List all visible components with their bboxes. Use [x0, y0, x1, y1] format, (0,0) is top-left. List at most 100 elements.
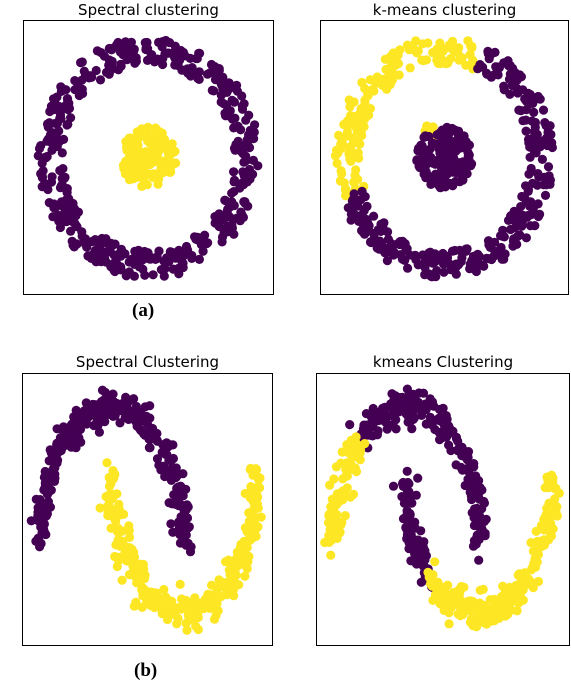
- data-point: [126, 395, 136, 405]
- data-point: [469, 462, 479, 472]
- data-point: [451, 176, 461, 187]
- data-point: [128, 165, 138, 175]
- data-point: [545, 121, 555, 131]
- data-point: [430, 590, 440, 600]
- data-point: [141, 147, 151, 157]
- data-point: [397, 492, 407, 502]
- data-point: [332, 158, 342, 168]
- data-point: [491, 62, 501, 72]
- data-point: [533, 576, 544, 587]
- data-point: [210, 218, 220, 228]
- data-point: [544, 171, 554, 181]
- data-point: [474, 555, 484, 565]
- data-point: [514, 105, 524, 115]
- data-point: [255, 473, 265, 483]
- data-point: [435, 38, 445, 48]
- data-point: [114, 508, 124, 519]
- data-point: [518, 215, 528, 225]
- data-point: [545, 179, 555, 189]
- data-point: [157, 134, 167, 144]
- data-point: [116, 59, 126, 69]
- data-point: [136, 409, 146, 419]
- data-point: [63, 213, 73, 223]
- data-point: [407, 398, 417, 408]
- data-point: [479, 498, 489, 508]
- data-point: [473, 64, 483, 74]
- scatter-panel-2: [320, 20, 569, 295]
- data-point: [170, 499, 180, 509]
- data-point: [111, 516, 121, 526]
- data-point: [347, 196, 357, 206]
- data-point: [120, 249, 130, 259]
- data-point: [210, 75, 221, 85]
- data-point: [428, 48, 438, 58]
- data-point: [479, 601, 489, 611]
- data-point: [124, 175, 135, 185]
- data-point: [360, 83, 370, 94]
- data-point: [355, 455, 365, 465]
- data-point: [168, 527, 178, 537]
- data-point: [142, 132, 152, 142]
- data-point: [383, 234, 393, 244]
- data-point: [499, 232, 509, 242]
- data-point: [457, 253, 467, 263]
- data-point: [138, 574, 148, 584]
- data-point: [148, 270, 158, 280]
- data-point: [454, 126, 464, 136]
- data-point: [345, 492, 355, 502]
- data-point: [145, 443, 155, 453]
- data-point: [448, 426, 458, 436]
- data-point: [351, 122, 361, 132]
- data-point: [136, 426, 146, 436]
- data-point: [551, 501, 561, 511]
- data-point: [77, 227, 87, 237]
- data-point: [209, 86, 219, 96]
- data-point: [429, 401, 439, 411]
- data-point: [420, 270, 430, 280]
- data-point: [46, 177, 57, 187]
- data-point: [503, 594, 513, 604]
- data-point: [137, 124, 147, 134]
- data-point: [117, 575, 127, 585]
- data-point: [542, 140, 552, 151]
- data-point: [95, 503, 105, 513]
- data-point: [58, 164, 68, 174]
- data-point: [540, 190, 551, 200]
- data-point: [77, 57, 87, 67]
- data-point: [425, 394, 435, 404]
- panel-title-kmeans-circles: k-means clustering: [372, 1, 517, 19]
- data-point: [451, 460, 461, 470]
- data-point: [511, 591, 521, 602]
- data-point: [398, 236, 408, 246]
- data-point: [479, 261, 489, 271]
- data-point: [162, 614, 173, 625]
- data-point: [233, 121, 243, 131]
- data-point: [198, 246, 208, 256]
- data-point: [343, 116, 353, 126]
- data-point: [528, 203, 539, 213]
- data-point: [243, 557, 253, 567]
- data-point: [504, 582, 515, 593]
- subfigure-caption-a: (a): [132, 300, 155, 321]
- data-point: [52, 438, 62, 448]
- data-point: [80, 234, 90, 244]
- data-point: [478, 526, 488, 536]
- data-point: [245, 125, 255, 135]
- data-point: [130, 154, 140, 164]
- data-point: [444, 440, 454, 450]
- data-point: [453, 609, 463, 619]
- data-point: [331, 462, 341, 472]
- data-point: [124, 556, 134, 566]
- data-point: [242, 135, 252, 145]
- data-point: [342, 127, 353, 137]
- data-point: [336, 166, 346, 176]
- data-point: [446, 265, 456, 275]
- data-point: [357, 186, 367, 196]
- data-point: [105, 505, 115, 515]
- data-point: [361, 112, 371, 122]
- data-point: [129, 547, 139, 557]
- data-point: [160, 264, 170, 274]
- data-point: [176, 594, 187, 604]
- data-point: [418, 388, 429, 398]
- data-point: [63, 104, 73, 115]
